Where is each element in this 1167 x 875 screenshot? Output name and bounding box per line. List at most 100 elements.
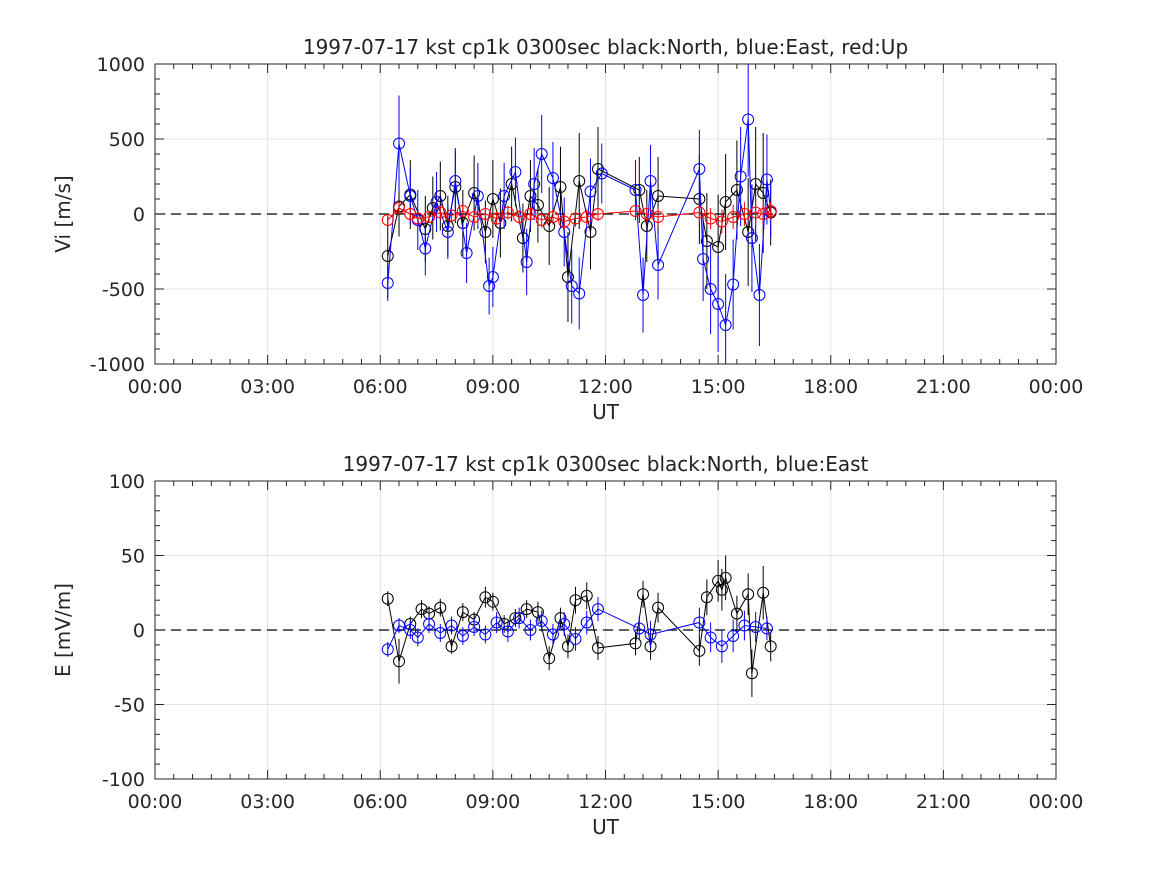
data-point: [558, 618, 571, 631]
data-point: [501, 206, 514, 219]
data-point: [468, 187, 481, 199]
data-point: [760, 173, 773, 186]
data-point: [479, 208, 492, 220]
data-point: [652, 190, 665, 202]
data-point: [381, 277, 394, 289]
data-point: [393, 202, 406, 214]
data-point: [591, 641, 604, 654]
data-point: [745, 667, 758, 680]
data-point: [445, 640, 458, 653]
x-tick-label: 09:00: [465, 791, 520, 813]
data-point: [524, 208, 537, 220]
data-point: [479, 226, 492, 238]
data-point: [449, 175, 462, 187]
data-point: [584, 226, 597, 238]
x-tick-label: 06:00: [353, 376, 408, 398]
y-tick-label: 0: [133, 620, 145, 642]
series-up: [381, 199, 777, 234]
data-point: [715, 215, 728, 228]
data-point: [381, 592, 394, 605]
x-tick-label: 21:00: [916, 376, 971, 398]
data-point: [456, 205, 469, 217]
data-point: [479, 591, 492, 604]
x-tick-label: 15:00: [691, 791, 746, 813]
data-point: [693, 163, 706, 175]
series-north: [381, 555, 777, 698]
data-point: [501, 625, 514, 638]
data-point: [393, 655, 406, 668]
x-tick-label: 00:00: [128, 376, 183, 398]
data-point: [644, 175, 657, 187]
data-point: [490, 616, 503, 629]
y-tick-label: -50: [114, 695, 145, 717]
velocity-panel: 00:00 03:00 06:00 09:00 12:00 15:00 18:00 21:00…: [51, 35, 1083, 424]
x-axis-label: UT: [592, 400, 620, 424]
data-point: [757, 586, 770, 599]
data-point: [430, 196, 443, 208]
data-point: [535, 615, 548, 628]
x-tick-label: 03:00: [240, 376, 295, 398]
data-point: [546, 172, 559, 184]
data-point: [561, 640, 574, 653]
data-point: [727, 629, 740, 642]
data-point: [381, 643, 394, 656]
data-point: [393, 137, 406, 150]
data-point: [486, 271, 499, 283]
x-tick-label: 12:00: [578, 791, 633, 813]
data-point: [468, 621, 481, 634]
data-point: [715, 640, 728, 653]
data-point: [745, 232, 758, 244]
data-point: [535, 148, 548, 160]
chart-title: 1997-07-17 kst cp1k 0300sec black:North,…: [343, 452, 869, 476]
data-point: [573, 287, 586, 300]
data-point: [591, 208, 604, 220]
data-point: [719, 196, 732, 208]
data-point: [719, 571, 732, 584]
data-point: [546, 628, 559, 641]
data-point: [652, 601, 665, 614]
data-point: [434, 626, 447, 639]
data-point: [640, 208, 653, 220]
data-point: [486, 595, 499, 608]
data-point: [697, 253, 710, 265]
chart-title: 1997-07-17 kst cp1k 0300sec black:North,…: [303, 35, 908, 59]
data-point: [633, 184, 646, 196]
data-point: [509, 166, 522, 178]
series-line: [387, 608, 767, 650]
data-point: [434, 601, 447, 614]
data-point: [456, 606, 469, 619]
x-tick-label: 06:00: [353, 791, 408, 813]
data-point: [441, 226, 454, 238]
data-point: [730, 184, 743, 196]
data-point: [535, 214, 548, 226]
data-point: [524, 624, 537, 636]
data-point: [637, 289, 650, 301]
data-point: [580, 211, 593, 223]
data-point: [704, 283, 717, 295]
data-point: [629, 184, 642, 196]
data-point: [749, 206, 762, 219]
y-tick-label: -500: [102, 279, 145, 301]
data-point: [712, 241, 725, 253]
y-tick-label: 50: [121, 546, 145, 568]
data-point: [513, 612, 526, 625]
data-point: [546, 211, 559, 223]
data-point: [445, 209, 458, 222]
x-tick-label: 00:00: [1029, 376, 1084, 398]
data-point: [411, 631, 424, 644]
y-tick-label: 1000: [97, 54, 145, 76]
data-point: [494, 217, 507, 229]
data-point: [734, 170, 747, 183]
data-point: [471, 190, 484, 202]
series-line: [387, 576, 772, 674]
data-point: [742, 588, 755, 601]
data-point: [704, 212, 717, 225]
data-point: [520, 256, 533, 268]
x-tick-label: 15:00: [691, 376, 746, 398]
y-tick-label: 500: [109, 129, 145, 151]
data-point: [633, 622, 646, 635]
data-point: [558, 215, 571, 228]
data-point: [468, 211, 481, 223]
data-point: [693, 616, 706, 629]
x-tick-label: 18:00: [803, 791, 858, 813]
